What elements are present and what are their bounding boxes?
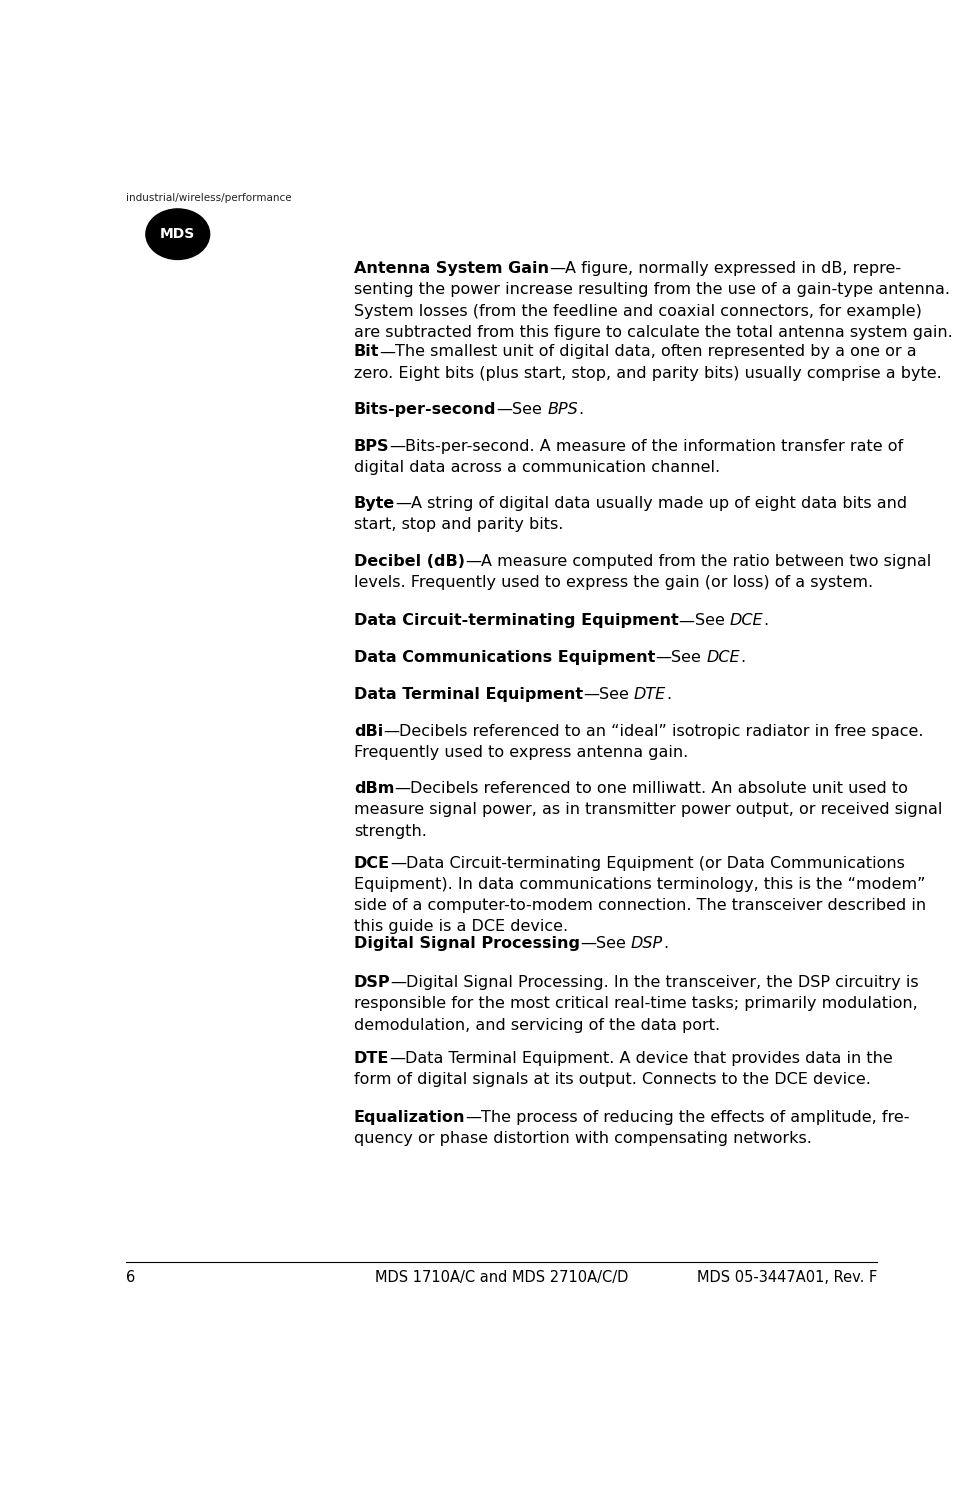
Text: DSP: DSP xyxy=(353,976,390,991)
Text: Data Circuit-terminating Equipment (or Data Communications: Data Circuit-terminating Equipment (or D… xyxy=(406,856,904,871)
Text: MDS 1710A/C and MDS 2710A/C/D: MDS 1710A/C and MDS 2710A/C/D xyxy=(375,1271,628,1286)
Text: DTE: DTE xyxy=(353,1050,389,1065)
Text: —: — xyxy=(678,613,693,628)
Text: MDS 05-3447A01, Rev. F: MDS 05-3447A01, Rev. F xyxy=(696,1271,876,1286)
Text: BPS: BPS xyxy=(353,439,389,454)
Text: side of a computer-to-modem connection. The transceiver described in: side of a computer-to-modem connection. … xyxy=(353,898,925,913)
Text: DCE: DCE xyxy=(729,613,763,628)
Text: zero. Eight bits (plus start, stop, and parity bits) usually comprise a byte.: zero. Eight bits (plus start, stop, and … xyxy=(353,366,941,380)
Text: Decibels referenced to one milliwatt. An absolute unit used to: Decibels referenced to one milliwatt. An… xyxy=(410,780,908,797)
Text: Bits-per-second. A measure of the information transfer rate of: Bits-per-second. A measure of the inform… xyxy=(405,439,903,454)
Text: .: . xyxy=(662,935,667,950)
Text: industrial/wireless/performance: industrial/wireless/performance xyxy=(126,192,291,203)
Text: senting the power increase resulting from the use of a gain-type antenna.: senting the power increase resulting fro… xyxy=(353,282,949,297)
Text: strength.: strength. xyxy=(353,824,426,839)
Text: DSP: DSP xyxy=(630,935,662,950)
Text: DTE: DTE xyxy=(634,686,665,701)
Text: Data Terminal Equipment. A device that provides data in the: Data Terminal Equipment. A device that p… xyxy=(405,1050,892,1065)
Text: BPS: BPS xyxy=(547,401,577,416)
Text: digital data across a communication channel.: digital data across a communication chan… xyxy=(353,460,719,474)
Text: Data Terminal Equipment: Data Terminal Equipment xyxy=(353,686,582,701)
Text: dBi: dBi xyxy=(353,724,382,739)
Text: A figure, normally expressed in dB, repre-: A figure, normally expressed in dB, repr… xyxy=(564,261,900,276)
Text: dBm: dBm xyxy=(353,780,394,797)
Text: Antenna System Gain: Antenna System Gain xyxy=(353,261,549,276)
Text: The process of reducing the effects of amplitude, fre-: The process of reducing the effects of a… xyxy=(481,1110,909,1125)
Text: Byte: Byte xyxy=(353,497,395,512)
Text: —: — xyxy=(496,401,511,416)
Text: this guide is a DCE device.: this guide is a DCE device. xyxy=(353,919,567,934)
Text: See: See xyxy=(599,686,634,701)
Text: levels. Frequently used to express the gain (or loss) of a system.: levels. Frequently used to express the g… xyxy=(353,574,872,589)
Text: Bit: Bit xyxy=(353,345,378,360)
Text: demodulation, and servicing of the data port.: demodulation, and servicing of the data … xyxy=(353,1018,719,1032)
Text: Decibels referenced to an “ideal” isotropic radiator in free space.: Decibels referenced to an “ideal” isotro… xyxy=(399,724,922,739)
Text: .: . xyxy=(763,613,768,628)
Text: measure signal power, as in transmitter power output, or received signal: measure signal power, as in transmitter … xyxy=(353,803,941,818)
Text: See: See xyxy=(693,613,729,628)
Text: Digital Signal Processing: Digital Signal Processing xyxy=(353,935,579,950)
Ellipse shape xyxy=(146,209,209,260)
Text: —: — xyxy=(654,651,671,665)
Text: System losses (from the feedline and coaxial connectors, for example): System losses (from the feedline and coa… xyxy=(353,304,920,319)
Text: —: — xyxy=(465,1110,481,1125)
Text: MDS: MDS xyxy=(160,227,196,242)
Text: —: — xyxy=(582,686,599,701)
Text: .: . xyxy=(577,401,583,416)
Text: —: — xyxy=(395,497,411,512)
Text: —: — xyxy=(389,856,406,871)
Text: See: See xyxy=(511,401,547,416)
Text: responsible for the most critical real-time tasks; primarily modulation,: responsible for the most critical real-t… xyxy=(353,997,916,1012)
Text: Data Circuit-terminating Equipment: Data Circuit-terminating Equipment xyxy=(353,613,678,628)
Text: See: See xyxy=(596,935,630,950)
Text: —: — xyxy=(382,724,399,739)
Text: are subtracted from this figure to calculate the total antenna system gain.: are subtracted from this figure to calcu… xyxy=(353,325,952,340)
Text: DCE: DCE xyxy=(705,651,739,665)
Text: Data Communications Equipment: Data Communications Equipment xyxy=(353,651,654,665)
Text: —: — xyxy=(390,976,406,991)
Text: —: — xyxy=(579,935,596,950)
Text: —: — xyxy=(378,345,395,360)
Text: Equipment). In data communications terminology, this is the “modem”: Equipment). In data communications termi… xyxy=(353,877,924,892)
Text: form of digital signals at its output. Connects to the DCE device.: form of digital signals at its output. C… xyxy=(353,1073,869,1088)
Text: —: — xyxy=(465,554,480,568)
Text: —: — xyxy=(549,261,564,276)
Text: A string of digital data usually made up of eight data bits and: A string of digital data usually made up… xyxy=(411,497,907,512)
Text: Decibel (dB): Decibel (dB) xyxy=(353,554,465,568)
Text: .: . xyxy=(665,686,671,701)
Text: start, stop and parity bits.: start, stop and parity bits. xyxy=(353,518,562,533)
Text: Digital Signal Processing. In the transceiver, the DSP circuitry is: Digital Signal Processing. In the transc… xyxy=(406,976,918,991)
Text: The smallest unit of digital data, often represented by a one or a: The smallest unit of digital data, often… xyxy=(395,345,916,360)
Text: A measure computed from the ratio between two signal: A measure computed from the ratio betwee… xyxy=(480,554,930,568)
Text: quency or phase distortion with compensating networks.: quency or phase distortion with compensa… xyxy=(353,1131,811,1146)
Text: Frequently used to express antenna gain.: Frequently used to express antenna gain. xyxy=(353,745,688,759)
Text: —: — xyxy=(389,1050,405,1065)
Text: See: See xyxy=(671,651,705,665)
Text: 6: 6 xyxy=(126,1271,135,1286)
Text: —: — xyxy=(389,439,405,454)
Text: Equalization: Equalization xyxy=(353,1110,465,1125)
Text: —: — xyxy=(394,780,410,797)
Text: .: . xyxy=(739,651,744,665)
Text: DCE: DCE xyxy=(353,856,389,871)
Text: Bits-per-second: Bits-per-second xyxy=(353,401,496,416)
